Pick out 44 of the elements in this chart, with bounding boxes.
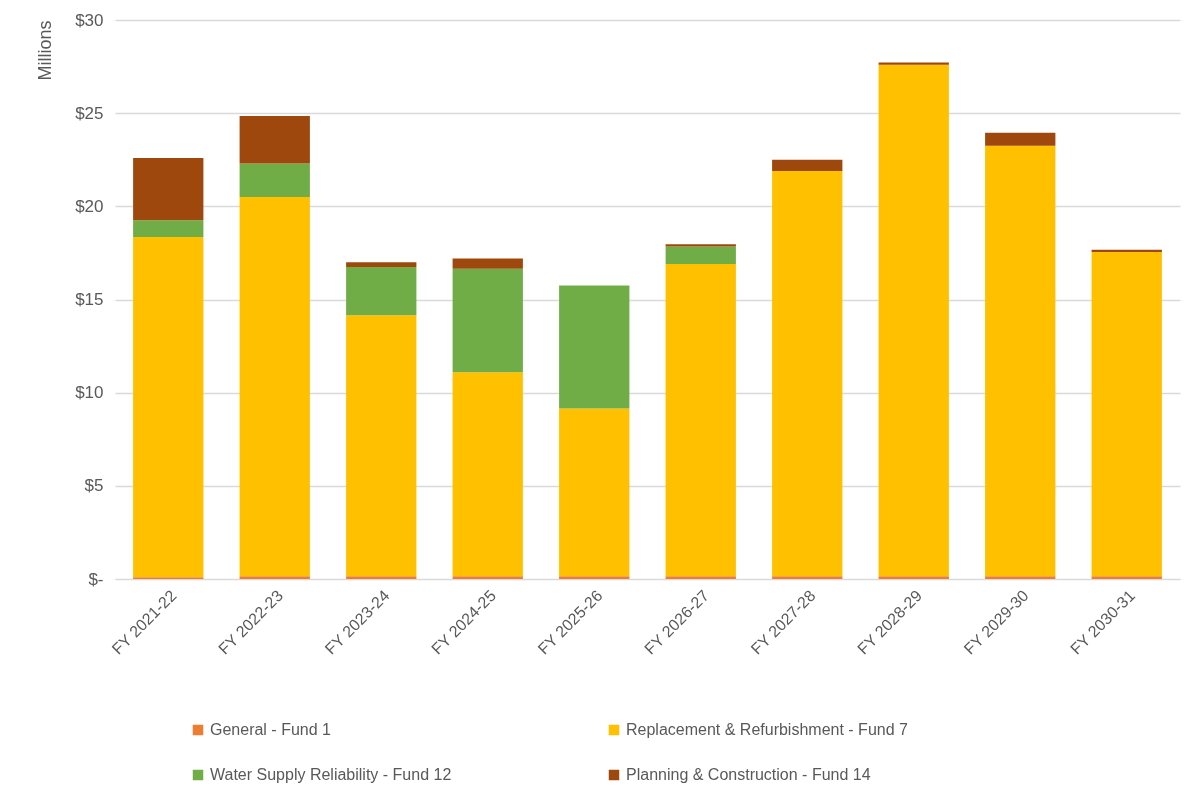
bar [559,285,630,409]
bar [985,576,1056,579]
bar [239,115,310,164]
bar [346,262,417,267]
y-tick-label: $- [88,569,104,589]
bar [452,258,523,269]
bar [239,197,310,577]
bar [665,246,736,265]
y-tick-label: $20 [75,196,104,216]
bar [559,576,630,579]
y-tick-label: $15 [75,290,104,309]
bar [985,145,1056,577]
bar [346,315,417,577]
legend-label: Water Supply Reliability - Fund 12 [210,766,452,783]
y-tick-label: $10 [75,383,104,403]
bar [133,157,204,221]
bar [772,576,843,579]
bar [878,64,949,577]
bar [665,264,736,577]
bar [878,62,949,65]
bar [985,132,1056,146]
bar [772,159,843,171]
bar [878,576,949,579]
y-tick-label: $5 [84,476,104,496]
y-tick-label: $30 [75,10,104,30]
bar [133,220,204,238]
bar [665,576,736,579]
bar [559,408,630,577]
bar [452,576,523,579]
bar [239,576,310,579]
bar [346,576,417,579]
y-tick-label: $25 [75,103,104,123]
y-axis-title: Millions [35,20,56,81]
legend-label: Replacement & Refurbishment - Fund 7 [626,721,909,738]
bar [1091,251,1162,577]
bar [346,266,417,316]
bar [1091,576,1162,579]
bar [452,372,523,577]
bar [772,170,843,577]
legend-label: Planning & Construction - Fund 14 [626,766,871,783]
bar [452,268,523,373]
bar [239,163,310,198]
legend-label: General - Fund 1 [210,721,332,738]
bar [133,237,204,578]
